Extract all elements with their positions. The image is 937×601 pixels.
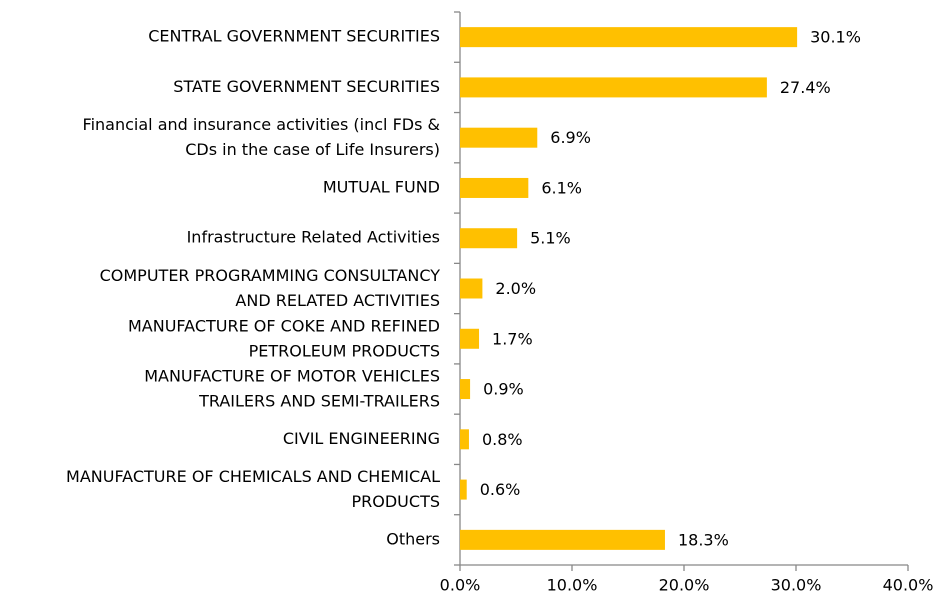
value-label: 1.7% <box>492 329 533 348</box>
value-label: 30.1% <box>810 28 861 47</box>
y-tick-label: STATE GOVERNMENT SECURITIES <box>173 77 440 96</box>
x-tick-label: 10.0% <box>547 576 598 595</box>
value-label: 2.0% <box>495 279 536 298</box>
y-tick-label: Infrastructure Related Activities <box>187 228 440 247</box>
y-tick-label: MUTUAL FUND <box>323 177 440 196</box>
y-tick-label: MANUFACTURE OF CHEMICALS AND CHEMICAL PRO… <box>66 467 440 511</box>
bar <box>460 27 798 48</box>
x-tick-label: 20.0% <box>659 576 710 595</box>
y-tick-label: CENTRAL GOVERNMENT SECURITIES <box>148 27 440 46</box>
y-tick-label: Others <box>386 529 440 548</box>
bar <box>460 479 467 500</box>
value-label: 6.1% <box>541 178 582 197</box>
x-tick-label: 0.0% <box>440 576 481 595</box>
bar <box>460 177 529 198</box>
bar <box>460 127 538 148</box>
bar <box>460 278 483 299</box>
x-tick-label: 40.0% <box>883 576 934 595</box>
bar <box>460 228 518 249</box>
bar <box>460 379 471 400</box>
value-label: 0.9% <box>483 380 524 399</box>
value-label: 27.4% <box>780 78 831 97</box>
y-tick-label: Financial and insurance activities (incl… <box>83 115 440 159</box>
y-tick-label: COMPUTER PROGRAMMING CONSULTANCY AND RELA… <box>100 266 441 310</box>
value-label: 0.8% <box>482 430 523 449</box>
bar <box>460 429 469 450</box>
value-label: 5.1% <box>530 229 571 248</box>
bar <box>460 77 767 98</box>
bar <box>460 328 480 349</box>
bar <box>460 529 665 550</box>
value-label: 0.6% <box>480 480 521 499</box>
y-tick-label: MANUFACTURE OF MOTOR VEHICLES TRAILERS AN… <box>144 366 440 410</box>
value-label: 6.9% <box>550 128 591 147</box>
value-label: 18.3% <box>678 530 729 549</box>
y-tick-label: MANUFACTURE OF COKE AND REFINED PETROLEUM… <box>128 316 440 360</box>
x-tick-label: 30.0% <box>771 576 822 595</box>
y-tick-label: CIVIL ENGINEERING <box>283 429 440 448</box>
